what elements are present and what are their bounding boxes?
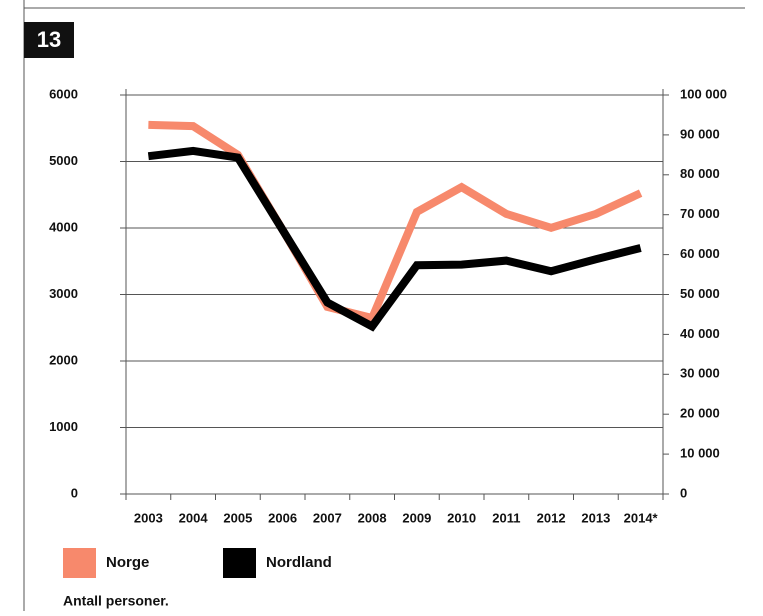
x-tick-label: 2009	[402, 510, 431, 525]
x-tick-label: 2008	[358, 510, 387, 525]
legend-swatch	[223, 548, 256, 578]
y2-tick-label: 80 000	[680, 166, 720, 181]
y2-tick-label: 50 000	[680, 286, 720, 301]
figure-number: 13	[37, 27, 61, 52]
y2-tick-label: 30 000	[680, 366, 720, 381]
x-tick-label: 2010	[447, 510, 476, 525]
x-tick-label: 2011	[492, 510, 520, 525]
y-tick-label: 3000	[49, 286, 78, 301]
y2-tick-label: 40 000	[680, 326, 720, 341]
y-tick-label: 2000	[49, 352, 78, 367]
y2-tick-label: 70 000	[680, 206, 720, 221]
x-tick-label: 2005	[223, 510, 252, 525]
x-tick-label: 2007	[313, 510, 342, 525]
line	[147, 146, 642, 332]
y-tick-label: 1000	[49, 419, 78, 434]
figure-number-box	[24, 22, 74, 58]
y-tick-label: 6000	[49, 86, 78, 101]
x-tick-label: 2013	[581, 510, 610, 525]
legend-label: Nordland	[266, 554, 332, 571]
y2-tick-label: 100 000	[680, 86, 727, 101]
y2-tick-label: 0	[680, 485, 687, 500]
note: Antall personer.	[63, 593, 169, 609]
y2-tick-label: 90 000	[680, 126, 720, 141]
y-tick-label: 0	[71, 485, 78, 500]
x-tick-label: 2014*	[624, 510, 659, 525]
x-tick-label: 2004	[179, 510, 209, 525]
y-tick-label: 4000	[49, 219, 78, 234]
y2-tick-label: 60 000	[680, 246, 720, 261]
legend-swatch	[63, 548, 96, 578]
y2-tick-label: 10 000	[680, 446, 720, 461]
x-tick-label: 2006	[268, 510, 297, 525]
y-tick-label: 5000	[49, 153, 78, 168]
x-tick-label: 2003	[134, 510, 163, 525]
line	[148, 120, 643, 323]
y2-tick-label: 20 000	[680, 406, 720, 421]
x-tick-label: 2012	[537, 510, 566, 525]
legend-label: Norge	[106, 554, 149, 571]
